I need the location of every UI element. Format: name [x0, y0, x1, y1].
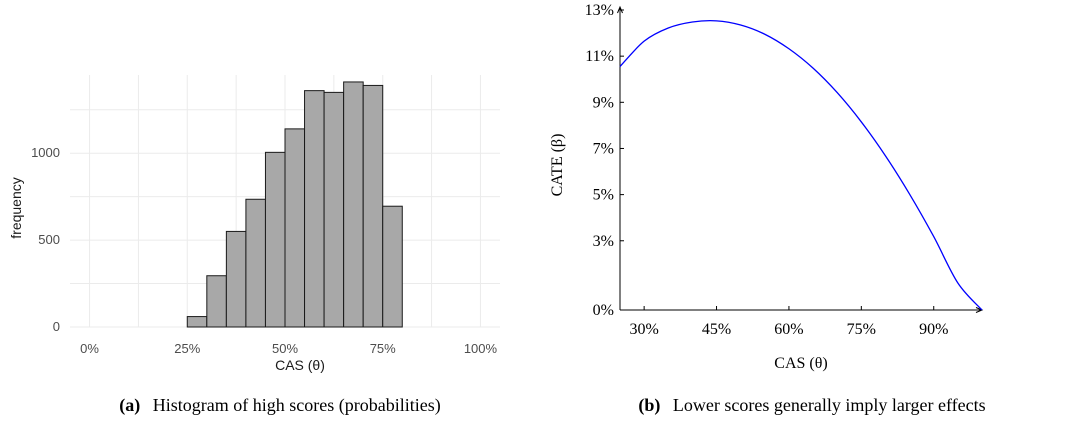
- histogram-caption: (a) Histogram of high scores (probabilit…: [119, 395, 440, 416]
- histogram-caption-tag: (a): [119, 395, 140, 416]
- x-tick-label: 25%: [174, 341, 200, 356]
- y-tick-label: 3%: [593, 233, 614, 250]
- histogram-bar: [343, 81, 364, 328]
- cate-caption-text: Lower scores generally imply larger effe…: [673, 395, 986, 415]
- y-tick-label: 9%: [593, 94, 614, 111]
- histogram-x-ticks: 0% 25% 50% 75% 100%: [80, 341, 497, 356]
- y-tick-label: 7%: [593, 140, 614, 157]
- y-tick-label: 1000: [31, 145, 60, 160]
- histogram-bar: [186, 316, 208, 328]
- svg-text:(b) Lower scores gener: (b) Lower scores generally imply larger …: [638, 395, 985, 416]
- histogram-bar: [382, 205, 403, 328]
- cate-x-ticks: 30% 45% 60% 75% 90%: [629, 306, 948, 338]
- cate-x-label: CAS (θ): [774, 355, 827, 372]
- histogram-bar: [284, 128, 306, 328]
- x-tick-label: 100%: [464, 341, 498, 356]
- x-tick-label: 90%: [919, 321, 948, 338]
- cate-panel: 30% 45% 60% 75% 90% 0% 3% 5% 7% 9% 11% 13% CAS (θ)…: [549, 2, 986, 416]
- y-tick-label: 13%: [585, 2, 614, 19]
- histogram-caption-text: Histogram of high scores (probabilities): [153, 395, 441, 416]
- cate-y-ticks: 0% 3% 5% 7% 9% 11% 13%: [585, 2, 624, 319]
- y-tick-label: 0%: [593, 302, 614, 319]
- histogram-bar: [362, 84, 384, 328]
- cate-curve: [619, 19, 983, 311]
- cate-caption-tag: (b): [638, 395, 660, 416]
- histogram-y-ticks: 0 500 1000: [31, 145, 60, 334]
- cate-y-label: CATE (β): [549, 134, 566, 197]
- y-axis-arrow: [617, 5, 623, 14]
- x-tick-label: 50%: [272, 341, 298, 356]
- x-tick-label: 0%: [80, 341, 99, 356]
- histogram-bar: [264, 151, 286, 328]
- histogram-panel: 0% 25% 50% 75% 100% 0 500 1000 CAS (θ) frequen…: [8, 75, 500, 416]
- histogram-x-label: CAS (θ): [275, 357, 325, 373]
- histogram-bar: [225, 230, 247, 328]
- histogram-bar: [323, 91, 345, 328]
- histogram-bar: [304, 90, 325, 328]
- histogram-bar: [206, 275, 227, 328]
- y-tick-label: 5%: [593, 187, 614, 204]
- histogram-bar: [245, 198, 266, 328]
- x-tick-label: 45%: [702, 321, 731, 338]
- histogram-bars: [186, 81, 403, 328]
- x-tick-label: 30%: [629, 321, 658, 338]
- x-tick-label: 75%: [370, 341, 396, 356]
- cate-axes: [617, 5, 984, 313]
- svg-text:(a) Histogram of high: (a) Histogram of high scores (probabilit…: [119, 395, 440, 416]
- y-tick-label: 0: [53, 319, 60, 334]
- histogram-y-label: frequency: [8, 177, 24, 238]
- y-tick-label: 11%: [585, 48, 614, 65]
- x-tick-label: 75%: [847, 321, 876, 338]
- x-tick-label: 60%: [774, 321, 803, 338]
- cate-caption: (b) Lower scores generally imply larger …: [638, 395, 985, 416]
- y-tick-label: 500: [38, 232, 60, 247]
